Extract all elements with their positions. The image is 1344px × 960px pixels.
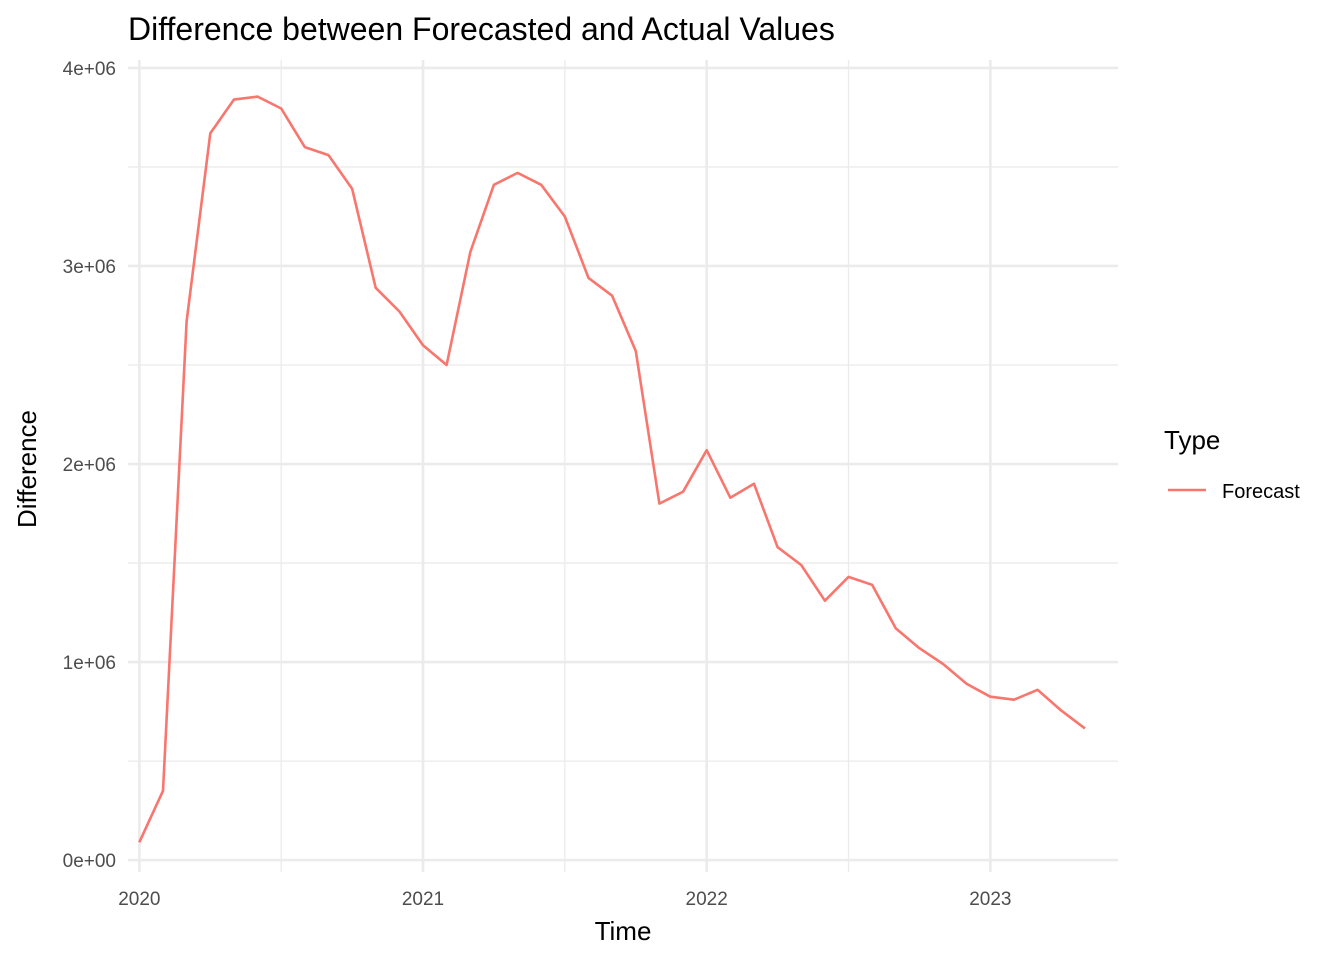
series-layer [138, 95, 1086, 843]
y-tick-label: 4e+06 [63, 59, 116, 80]
x-tick-label: 2021 [402, 889, 444, 910]
x-tick-label: 2023 [969, 889, 1011, 910]
legend-title: Type [1164, 425, 1220, 455]
x-tick-label: 2022 [686, 889, 728, 910]
minor-gridlines [128, 60, 1118, 872]
y-tick-label: 0e+00 [63, 851, 116, 872]
y-tick-label: 2e+06 [63, 455, 116, 476]
y-tick-label: 1e+06 [63, 653, 116, 674]
major-gridlines [128, 60, 1118, 872]
legend-label-forecast: Forecast [1222, 481, 1300, 503]
x-axis-tick-labels: 2020 2021 2022 2023 [118, 889, 1011, 910]
y-tick-label: 3e+06 [63, 257, 116, 278]
x-axis-title: Time [595, 916, 652, 946]
chart-title: Difference between Forecasted and Actual… [128, 11, 835, 47]
legend: Type Forecast [1164, 425, 1300, 503]
series-line-forecast [138, 95, 1086, 843]
x-tick-label: 2020 [118, 889, 160, 910]
y-axis-tick-labels: 0e+00 1e+06 2e+06 3e+06 4e+06 [63, 59, 116, 872]
y-axis-title: Difference [12, 410, 42, 528]
